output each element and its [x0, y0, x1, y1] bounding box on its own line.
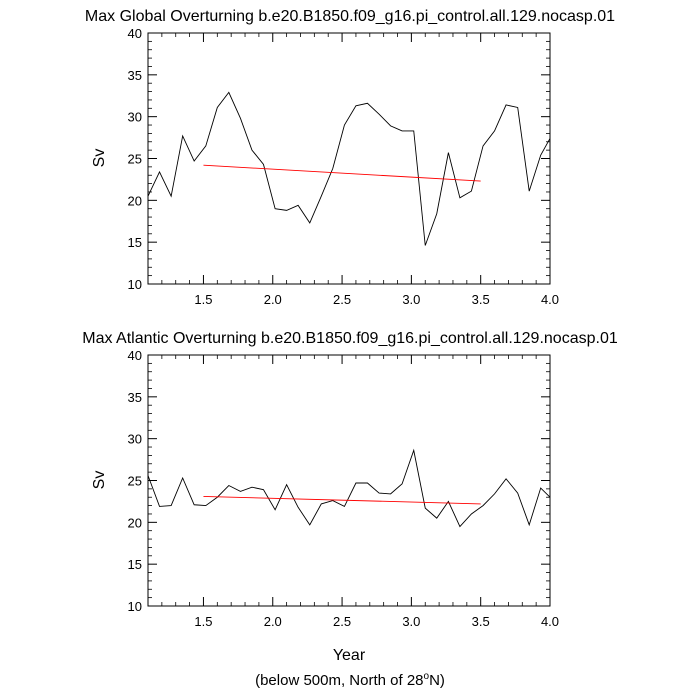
atlantic-ytick-labels: 10 15 20 25 30 35 40 — [128, 348, 142, 614]
y-tick-label: 40 — [128, 26, 142, 41]
y-tick-label: 25 — [128, 474, 142, 489]
y-tick-label: 40 — [128, 348, 142, 363]
y-tick-label: 15 — [128, 557, 142, 572]
x-tick-label: 4.0 — [541, 292, 559, 307]
atlantic-plot-frame — [147, 354, 551, 607]
global-overturning-panel: Max Global Overturning b.e20.B1850.f09_g… — [85, 8, 615, 307]
global-minor-ticks — [147, 33, 550, 284]
x-axis-title-year: Year — [333, 647, 366, 664]
y-tick-label: 30 — [128, 110, 142, 125]
global-ytick-labels: 10 15 20 25 30 35 40 — [128, 26, 142, 292]
depth-latitude-footnote: (below 500m, North of 28oN) — [255, 671, 445, 689]
global-y-axis-title: Sv — [91, 149, 108, 168]
x-tick-label: 3.5 — [472, 614, 490, 629]
atlantic-overturning-panel: Max Atlantic Overturning b.e20.B1850.f09… — [82, 330, 618, 664]
atlantic-trend-line — [203, 495, 481, 505]
atlantic-xtick-labels: 1.5 2.0 2.5 3.0 3.5 4.0 — [194, 614, 559, 629]
y-tick-label: 35 — [128, 390, 142, 405]
x-tick-label: 1.5 — [194, 614, 212, 629]
x-tick-label: 3.5 — [472, 292, 490, 307]
x-tick-label: 1.5 — [194, 292, 212, 307]
y-tick-label: 10 — [128, 277, 142, 292]
y-tick-label: 35 — [128, 68, 142, 83]
global-series-lines — [147, 91, 551, 246]
global-xtick-labels: 1.5 2.0 2.5 3.0 3.5 4.0 — [194, 292, 559, 307]
x-tick-label: 2.5 — [333, 292, 351, 307]
global-trend-line — [203, 164, 481, 182]
x-tick-label: 2.5 — [333, 614, 351, 629]
footnote-suffix: N) — [429, 672, 445, 689]
atlantic-minor-ticks — [147, 355, 550, 606]
footnote-degree-superscript: o — [424, 671, 430, 682]
atlantic-overturning-line — [147, 448, 551, 528]
y-tick-label: 25 — [128, 152, 142, 167]
atlantic-y-axis-title: Sv — [91, 471, 108, 490]
x-tick-label: 4.0 — [541, 614, 559, 629]
atlantic-series-lines — [147, 448, 551, 528]
global-overturning-line — [147, 91, 551, 246]
y-tick-label: 15 — [128, 235, 142, 250]
atlantic-major-ticks — [148, 354, 551, 607]
y-tick-label: 10 — [128, 599, 142, 614]
x-tick-label: 2.0 — [264, 614, 282, 629]
x-tick-label: 2.0 — [264, 292, 282, 307]
y-tick-label: 30 — [128, 432, 142, 447]
y-tick-label: 20 — [128, 515, 142, 530]
global-chart-title: Max Global Overturning b.e20.B1850.f09_g… — [85, 8, 615, 25]
atlantic-chart-title: Max Atlantic Overturning b.e20.B1850.f09… — [82, 330, 618, 347]
x-tick-label: 3.0 — [402, 292, 420, 307]
global-major-ticks — [148, 32, 551, 285]
y-tick-label: 20 — [128, 193, 142, 208]
footnote-prefix: (below 500m, North of 28 — [255, 672, 423, 689]
x-tick-label: 3.0 — [402, 614, 420, 629]
global-plot-frame — [147, 32, 551, 285]
